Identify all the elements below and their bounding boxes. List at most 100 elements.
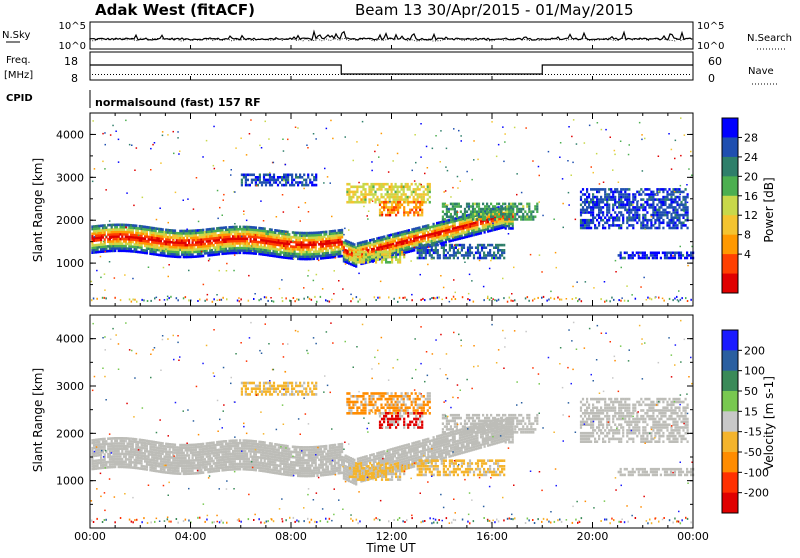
data-cell bbox=[388, 296, 390, 298]
data-cell bbox=[596, 219, 598, 222]
data-cell bbox=[580, 227, 582, 230]
data-cell bbox=[176, 297, 178, 299]
data-cell bbox=[582, 209, 584, 212]
data-cell bbox=[666, 222, 668, 225]
data-cell bbox=[358, 182, 360, 184]
data-cell bbox=[271, 300, 273, 302]
data-cell bbox=[630, 211, 632, 214]
data-cell bbox=[164, 299, 166, 301]
data-cell bbox=[308, 246, 310, 249]
data-cell bbox=[395, 206, 397, 209]
data-cell bbox=[676, 201, 678, 204]
data-cell bbox=[427, 188, 429, 191]
data-cell bbox=[291, 176, 293, 179]
data-cell bbox=[473, 301, 475, 303]
data-cell bbox=[479, 254, 481, 257]
data-cell bbox=[447, 257, 449, 260]
data-cell bbox=[202, 255, 204, 258]
data-cell bbox=[614, 211, 616, 214]
data-cell bbox=[447, 170, 449, 172]
data-cell bbox=[680, 222, 682, 225]
data-cell bbox=[281, 297, 283, 299]
data-cell bbox=[662, 209, 664, 212]
data-cell bbox=[594, 204, 596, 207]
data-cell bbox=[174, 229, 176, 232]
data-cell bbox=[632, 214, 634, 217]
data-cell bbox=[512, 208, 514, 211]
data-cell bbox=[492, 205, 494, 208]
data-cell bbox=[375, 299, 377, 301]
data-cell bbox=[201, 251, 203, 253]
data-cell bbox=[415, 211, 417, 214]
data-cell bbox=[477, 257, 479, 260]
data-cell bbox=[514, 218, 516, 221]
data-cell bbox=[622, 188, 624, 191]
data-cell bbox=[682, 254, 684, 257]
data-cell bbox=[309, 298, 311, 300]
data-cell bbox=[654, 227, 656, 230]
data-cell bbox=[214, 168, 216, 170]
data-cell bbox=[584, 142, 586, 144]
data-cell bbox=[582, 206, 584, 209]
data-cell bbox=[233, 270, 235, 272]
data-cell bbox=[606, 206, 608, 209]
data-cell bbox=[674, 209, 676, 212]
data-cell bbox=[425, 254, 427, 257]
data-cell bbox=[520, 218, 522, 221]
data-cell bbox=[435, 252, 437, 255]
data-cell bbox=[339, 250, 341, 253]
data-cell bbox=[173, 131, 175, 133]
data-cell bbox=[301, 181, 303, 184]
data-cell bbox=[479, 257, 481, 260]
data-cell bbox=[405, 196, 407, 199]
data-cell bbox=[670, 206, 672, 209]
data-cell bbox=[449, 301, 451, 303]
data-cell bbox=[562, 203, 564, 205]
data-cell bbox=[195, 234, 197, 237]
data-cell bbox=[650, 204, 652, 207]
data-cell bbox=[514, 203, 516, 206]
data-cell bbox=[487, 254, 489, 257]
data-cell bbox=[668, 204, 670, 207]
data-cell bbox=[593, 172, 595, 174]
data-cell bbox=[678, 196, 680, 199]
data-cell bbox=[580, 209, 582, 212]
data-cell bbox=[541, 271, 543, 273]
data-cell bbox=[311, 184, 313, 187]
data-cell bbox=[632, 219, 634, 222]
data-cell bbox=[419, 214, 421, 217]
data-cell bbox=[476, 213, 478, 216]
data-cell bbox=[664, 201, 666, 204]
data-cell bbox=[444, 213, 446, 216]
data-cell bbox=[118, 161, 120, 163]
data-cell bbox=[305, 184, 307, 187]
data-cell bbox=[567, 160, 569, 162]
data-cell bbox=[275, 179, 277, 182]
data-cell bbox=[620, 206, 622, 209]
data-cell bbox=[638, 219, 640, 222]
data-cell bbox=[674, 216, 676, 219]
data-cell bbox=[580, 198, 582, 201]
data-cell bbox=[501, 249, 503, 252]
data-cell bbox=[100, 454, 102, 457]
data-cell bbox=[668, 257, 670, 260]
data-cell bbox=[620, 141, 622, 143]
data-cell bbox=[650, 191, 652, 194]
data-cell bbox=[389, 256, 391, 259]
data-cell bbox=[674, 298, 676, 300]
data-cell bbox=[399, 206, 401, 209]
data-cell bbox=[311, 181, 313, 184]
data-cell bbox=[628, 211, 630, 214]
power-colorbar-label: Power [dB] bbox=[762, 177, 776, 242]
data-cell bbox=[555, 252, 557, 254]
data-cell bbox=[596, 153, 598, 155]
data-cell bbox=[356, 141, 358, 143]
data-cell bbox=[526, 203, 528, 206]
data-cell bbox=[299, 174, 301, 177]
data-cell bbox=[650, 254, 652, 257]
data-cell bbox=[365, 256, 367, 259]
data-cell bbox=[246, 220, 248, 222]
data-cell bbox=[508, 208, 510, 211]
data-cell bbox=[449, 244, 451, 247]
data-cell bbox=[582, 193, 584, 196]
